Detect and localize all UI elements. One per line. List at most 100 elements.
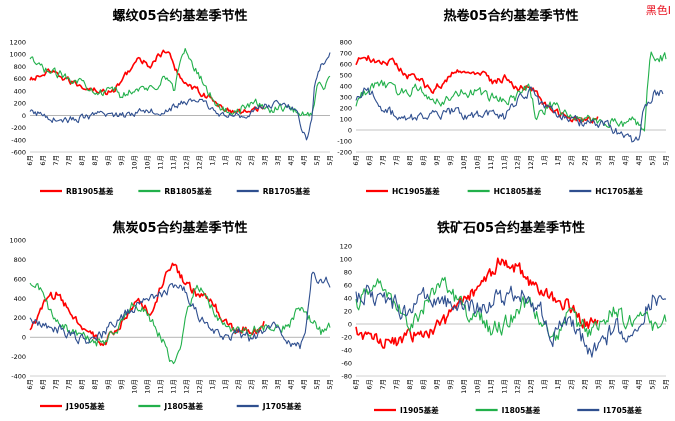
y-tick-label: 300 bbox=[340, 94, 352, 102]
x-tick-label: 9月 bbox=[446, 379, 454, 390]
y-tick-label: -400 bbox=[11, 373, 26, 381]
corner-label: 黑色Ⅰ bbox=[645, 4, 671, 17]
chart-panel-4: 铁矿石05合约基差季节性 -80 -60 -40 -20 0 20 40 60 80 100 120 6… bbox=[340, 220, 670, 415]
y-tick-label: 120 bbox=[340, 243, 352, 251]
y-tick-label: 1000 bbox=[9, 237, 26, 245]
x-tick-label: 2月 bbox=[248, 379, 256, 390]
y-tick-label: 200 bbox=[14, 100, 26, 108]
x-tick-label: 8月 bbox=[78, 379, 86, 390]
x-tick-label: 2月 bbox=[568, 155, 576, 166]
x-tick-label: 5月 bbox=[662, 379, 670, 390]
x-tick-label: 4月 bbox=[300, 155, 308, 166]
x-tick-label: 4月 bbox=[287, 155, 295, 166]
x-tick-label: 6月 bbox=[39, 155, 47, 166]
x-tick-label: 2月 bbox=[235, 155, 243, 166]
x-tick-label: 6月 bbox=[365, 155, 373, 166]
y-tick-label: -100 bbox=[337, 138, 352, 146]
x-tick-label: 1月 bbox=[541, 379, 549, 390]
x-tick-label: 7月 bbox=[379, 379, 387, 390]
x-tick-label: 7月 bbox=[65, 155, 73, 166]
x-tick-label: 10月 bbox=[473, 379, 481, 394]
x-tick-label: 6月 bbox=[352, 155, 360, 166]
chart-title: 热卷05合约基差季节性 bbox=[443, 8, 578, 24]
x-tick-label: 1月 bbox=[222, 379, 230, 390]
x-tick-label: 9月 bbox=[104, 379, 112, 390]
y-tick-label: -200 bbox=[11, 353, 26, 361]
x-tick-label: 7月 bbox=[52, 379, 60, 390]
y-tick-label: -60 bbox=[341, 360, 352, 368]
y-tick-label: 700 bbox=[340, 50, 352, 58]
x-tick-label: 10月 bbox=[143, 379, 151, 394]
x-tick-label: 11月 bbox=[487, 379, 495, 394]
x-tick-label: 3月 bbox=[261, 155, 269, 166]
series-line-RB1705基差 bbox=[29, 52, 331, 141]
x-tick-label: 12月 bbox=[196, 379, 204, 394]
x-tick-label: 4月 bbox=[635, 379, 643, 390]
x-tick-label: 6月 bbox=[26, 379, 34, 390]
y-tick-label: 0 bbox=[22, 112, 26, 120]
y-tick-label: -20 bbox=[341, 334, 352, 342]
x-tick-label: 7月 bbox=[379, 155, 387, 166]
y-tick-label: 1200 bbox=[9, 39, 26, 47]
y-tick-label: 60 bbox=[344, 282, 352, 290]
x-tick-label: 11月 bbox=[169, 155, 177, 170]
chart-panel-3: 焦炭05合约基差季节性 -400 -200 0 200 400 600 800 1000 6月 6月… bbox=[9, 220, 334, 411]
x-tick-label: 6月 bbox=[352, 379, 360, 390]
x-tick-label: 8月 bbox=[419, 379, 427, 390]
x-tick-label: 4月 bbox=[300, 379, 308, 390]
x-tick-label: 7月 bbox=[392, 379, 400, 390]
series-line-I1805基差 bbox=[355, 276, 667, 341]
y-tick-label: 600 bbox=[340, 61, 352, 69]
x-tick-label: 8月 bbox=[91, 379, 99, 390]
x-tick-label: 7月 bbox=[65, 379, 73, 390]
x-tick-label: 4月 bbox=[635, 155, 643, 166]
x-tick-label: 5月 bbox=[662, 155, 670, 166]
x-tick-label: 4月 bbox=[622, 155, 630, 166]
x-tick-label: 12月 bbox=[514, 155, 522, 170]
x-tick-label: 6月 bbox=[365, 379, 373, 390]
legend-label: J1805基差 bbox=[163, 401, 203, 411]
y-tick-label: 100 bbox=[340, 116, 352, 124]
series-line-RB1905基差 bbox=[29, 49, 265, 115]
x-tick-label: 9月 bbox=[117, 155, 125, 166]
series-line-HC1905基差 bbox=[355, 55, 599, 124]
x-tick-label: 8月 bbox=[78, 155, 86, 166]
x-tick-label: 11月 bbox=[169, 379, 177, 394]
x-tick-label: 11月 bbox=[500, 379, 508, 394]
y-tick-label: 0 bbox=[348, 127, 352, 135]
x-tick-label: 5月 bbox=[313, 155, 321, 166]
x-tick-label: 7月 bbox=[52, 155, 60, 166]
x-tick-label: 10月 bbox=[130, 379, 138, 394]
series-line-J1905基差 bbox=[29, 262, 265, 347]
series-line-J1705基差 bbox=[29, 271, 331, 350]
legend-label: I1805基差 bbox=[502, 405, 541, 415]
y-tick-label: 800 bbox=[14, 63, 26, 71]
y-tick-label: 800 bbox=[340, 39, 352, 47]
x-tick-label: 1月 bbox=[554, 155, 562, 166]
x-tick-label: 9月 bbox=[433, 379, 441, 390]
series-line-I1905基差 bbox=[355, 257, 599, 349]
x-tick-label: 5月 bbox=[326, 379, 334, 390]
y-tick-label: 400 bbox=[340, 83, 352, 91]
x-tick-label: 11月 bbox=[500, 155, 508, 170]
y-tick-label: 200 bbox=[340, 105, 352, 113]
legend-label: RB1905基差 bbox=[66, 186, 114, 196]
x-tick-label: 3月 bbox=[595, 155, 603, 166]
legend-label: HC1905基差 bbox=[392, 186, 440, 196]
x-tick-label: 12月 bbox=[196, 155, 204, 170]
x-tick-label: 9月 bbox=[433, 155, 441, 166]
series-line-J1805基差 bbox=[29, 282, 331, 365]
y-tick-label: 400 bbox=[14, 295, 26, 303]
y-tick-label: 80 bbox=[344, 269, 352, 277]
y-tick-label: -40 bbox=[341, 347, 352, 355]
y-tick-label: -400 bbox=[11, 136, 26, 144]
x-tick-label: 3月 bbox=[608, 155, 616, 166]
x-tick-label: 10月 bbox=[130, 155, 138, 170]
series-line-HC1805基差 bbox=[355, 51, 667, 132]
y-tick-label: 800 bbox=[14, 256, 26, 264]
legend-label: RB1805基差 bbox=[164, 186, 212, 196]
chart-panel-1: 螺纹05合约基差季节性 -600 -400 -200 0 200 400 600 800 1000… bbox=[9, 8, 334, 196]
legend-label: J1705基差 bbox=[262, 401, 302, 411]
x-tick-label: 3月 bbox=[274, 379, 282, 390]
x-tick-label: 8月 bbox=[406, 379, 414, 390]
